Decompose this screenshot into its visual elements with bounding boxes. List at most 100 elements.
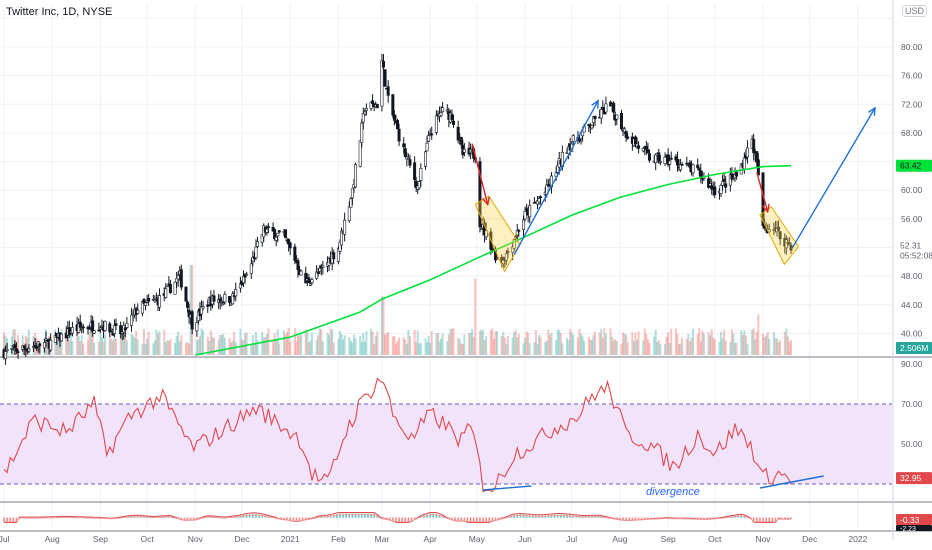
macd-histogram-bar bbox=[693, 517, 696, 519]
currency-badge[interactable]: USD bbox=[902, 5, 928, 17]
macd-histogram-bar bbox=[476, 517, 478, 522]
candle-body bbox=[81, 326, 85, 329]
volume-bar bbox=[212, 337, 215, 355]
volume-bar bbox=[119, 332, 122, 355]
rsi-line bbox=[3, 377, 792, 493]
red-arrow-may-head bbox=[482, 196, 490, 207]
volume-bar bbox=[304, 329, 307, 355]
volume-bar bbox=[242, 340, 245, 355]
volume-bar bbox=[676, 334, 679, 355]
candle-body bbox=[293, 246, 297, 261]
volume-bar bbox=[517, 333, 520, 355]
rsi-pane bbox=[0, 377, 892, 493]
candle-body bbox=[739, 163, 743, 175]
candle-body bbox=[310, 279, 314, 284]
macd-histogram-bar bbox=[647, 517, 649, 520]
volume-bar bbox=[620, 343, 623, 355]
volume-bar bbox=[611, 337, 614, 355]
macd-histogram-bar bbox=[385, 517, 388, 520]
volume-bar bbox=[351, 342, 354, 355]
x-tick-label: Aug bbox=[612, 534, 627, 544]
macd-histogram-bar bbox=[637, 517, 640, 520]
candle-body bbox=[158, 295, 162, 308]
volume-bar bbox=[359, 335, 362, 355]
candle-body bbox=[112, 325, 116, 334]
volume-bar bbox=[763, 337, 766, 355]
volume-bar bbox=[589, 339, 592, 355]
volume-bar bbox=[184, 342, 187, 355]
candle-body bbox=[142, 299, 146, 304]
macd-histogram-bar bbox=[280, 517, 282, 520]
candle-body bbox=[512, 239, 516, 249]
macd-histogram-bar bbox=[712, 517, 715, 519]
volume-bar bbox=[114, 338, 117, 355]
candle-body bbox=[221, 302, 225, 305]
candle-body bbox=[386, 86, 390, 96]
volume-bar bbox=[374, 336, 377, 355]
volume-bar bbox=[234, 342, 237, 355]
volume-bar bbox=[261, 331, 264, 355]
macd-value-badge-text: -0.33 bbox=[900, 515, 920, 525]
candle-body bbox=[195, 322, 199, 332]
moving-average-line bbox=[195, 164, 792, 356]
macd-histogram-bar bbox=[392, 517, 394, 521]
volume-bar bbox=[264, 337, 267, 355]
volume-bar bbox=[66, 337, 69, 355]
candle-body bbox=[599, 109, 603, 119]
candle-body bbox=[336, 248, 340, 262]
candle-body bbox=[571, 135, 575, 142]
candle-body bbox=[719, 185, 723, 194]
red-arrow-may bbox=[471, 143, 489, 205]
volume-bar bbox=[478, 330, 481, 355]
volume-bar bbox=[743, 330, 746, 355]
macd-histogram-bar bbox=[289, 517, 291, 521]
volume-bar bbox=[580, 333, 583, 355]
volume-bar bbox=[569, 329, 572, 355]
macd-histogram-bar bbox=[342, 513, 344, 518]
candle-body bbox=[277, 230, 281, 233]
rsi-tick-label: 90.00 bbox=[901, 359, 923, 369]
candle-body bbox=[273, 228, 277, 240]
macd-pane bbox=[3, 512, 792, 523]
volume-bar bbox=[656, 341, 659, 355]
macd-histogram-bar bbox=[255, 514, 257, 518]
macd-histogram-bar bbox=[472, 517, 475, 522]
candle-body bbox=[92, 330, 96, 334]
macd-histogram-bar bbox=[619, 517, 621, 520]
volume-bar bbox=[337, 339, 340, 355]
volume-bar bbox=[740, 330, 743, 355]
volume-bar bbox=[468, 333, 471, 355]
candle-body bbox=[220, 300, 224, 303]
x-tick-label: Apr bbox=[424, 534, 437, 544]
volume-bar bbox=[133, 337, 136, 355]
volume-bar bbox=[525, 331, 528, 355]
macd-histogram-bar bbox=[286, 517, 288, 520]
volume-bar bbox=[734, 343, 737, 355]
candle-body bbox=[144, 302, 148, 306]
volume-bar bbox=[195, 340, 198, 355]
volume-bar bbox=[318, 328, 321, 355]
volume-bar bbox=[489, 330, 492, 355]
volume-bar bbox=[10, 336, 13, 355]
candle-body bbox=[168, 283, 172, 293]
candle-body bbox=[296, 260, 300, 271]
volume-bar bbox=[352, 334, 355, 355]
macd-histogram-bar bbox=[771, 517, 774, 522]
candle-body bbox=[735, 171, 739, 177]
volume-bar bbox=[485, 336, 488, 355]
macd-histogram-bar bbox=[283, 517, 285, 520]
price-axis[interactable]: 40.00 44.00 48.00 56.00 60.00 68.00 72.00 76.00… bbox=[0, 42, 932, 544]
rsi-tick-label: 50.00 bbox=[901, 439, 923, 449]
volume-bar bbox=[545, 340, 548, 355]
volume-bar bbox=[751, 329, 754, 355]
macd-histogram-bar bbox=[426, 514, 428, 518]
volume-bar bbox=[604, 333, 607, 355]
candle-body bbox=[752, 139, 756, 154]
volume-bar bbox=[146, 338, 149, 355]
volume-bar bbox=[615, 340, 618, 355]
highlight-box-nov bbox=[759, 206, 800, 266]
volume-bar bbox=[539, 336, 542, 355]
volume-bar bbox=[407, 329, 410, 355]
candle-body bbox=[419, 168, 423, 181]
candle-body bbox=[349, 198, 353, 208]
